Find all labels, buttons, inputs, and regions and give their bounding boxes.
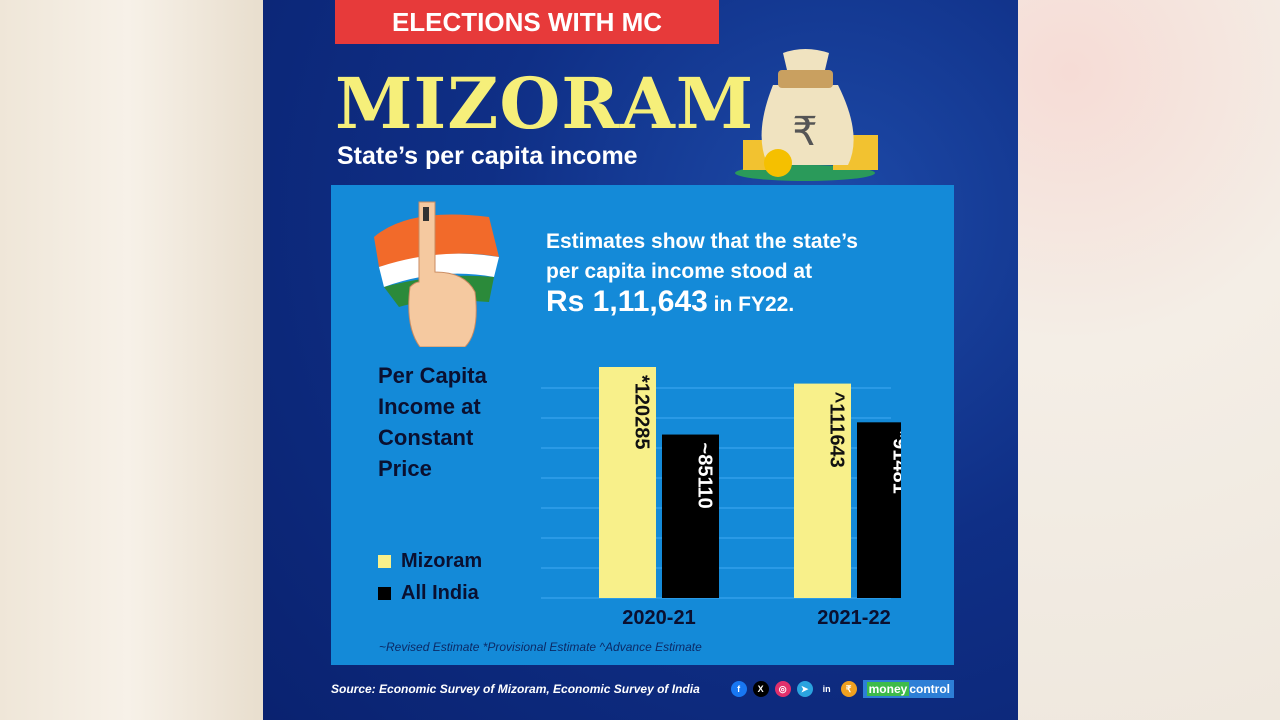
x-icon[interactable]: X [752, 681, 769, 697]
social-links: f X ◎ ➤ in ₹ money control [730, 680, 954, 698]
data-label: ^111643 [826, 392, 848, 468]
money-bag-icon: ₹ [735, 49, 878, 181]
voting-finger-icon [374, 201, 499, 347]
bar [662, 434, 719, 598]
estimate-line2: per capita income stood at [546, 260, 813, 283]
estimate-text: Estimates show that the state’s per capi… [546, 227, 858, 320]
moneycontrol-icon[interactable]: ₹ [840, 681, 857, 697]
telegram-icon[interactable]: ➤ [796, 681, 813, 697]
bar [857, 422, 901, 598]
legend: Mizoram All India [378, 545, 482, 609]
x-tick-label: 2021-22 [817, 607, 890, 629]
bar-chart: *120285 ~85110 2020-21 ^111643 *91481 2021-22 [541, 367, 902, 629]
facebook-icon[interactable]: f [730, 681, 747, 697]
infographic: ELECTIONS WITH MC MIZORAM State’s per ca… [263, 0, 1018, 720]
data-label: *91481 [889, 430, 902, 493]
footer: Source: Economic Survey of Mizoram, Econ… [331, 680, 954, 698]
svg-text:₹: ₹ [792, 109, 817, 155]
source-text: Source: Economic Survey of Mizoram, Econ… [331, 682, 700, 696]
page-title: MIZORAM [335, 62, 755, 145]
moneycontrol-logo: money control [862, 680, 954, 698]
bar [794, 383, 851, 598]
subtitle: State’s per capita income [337, 142, 638, 170]
legend-label: Mizoram [401, 549, 483, 572]
legend-item-all-india: All India [378, 577, 482, 609]
legend-label: All India [401, 581, 479, 604]
data-label: *120285 [631, 375, 653, 450]
legend-swatch [378, 586, 391, 600]
data-label: ~85110 [694, 443, 716, 509]
legend-swatch [378, 554, 391, 568]
estimate-suffix: in FY22. [707, 293, 795, 316]
y-axis-label: Per Capita Income at Constant Price [378, 363, 487, 481]
estimate-line1: Estimates show that the state’s [546, 230, 858, 253]
bar [599, 367, 656, 598]
background-right [1018, 0, 1280, 720]
banner: ELECTIONS WITH MC [335, 0, 719, 44]
linkedin-icon[interactable]: in [822, 684, 831, 694]
chart-panel: Estimates show that the state’s per capi… [331, 185, 954, 665]
footnote: ~Revised Estimate *Provisional Estimate … [379, 640, 702, 654]
estimate-amount: Rs 1,11,643 [546, 285, 708, 318]
instagram-icon[interactable]: ◎ [774, 681, 791, 697]
x-tick-label: 2020-21 [622, 607, 695, 629]
legend-item-mizoram: Mizoram [378, 545, 482, 577]
